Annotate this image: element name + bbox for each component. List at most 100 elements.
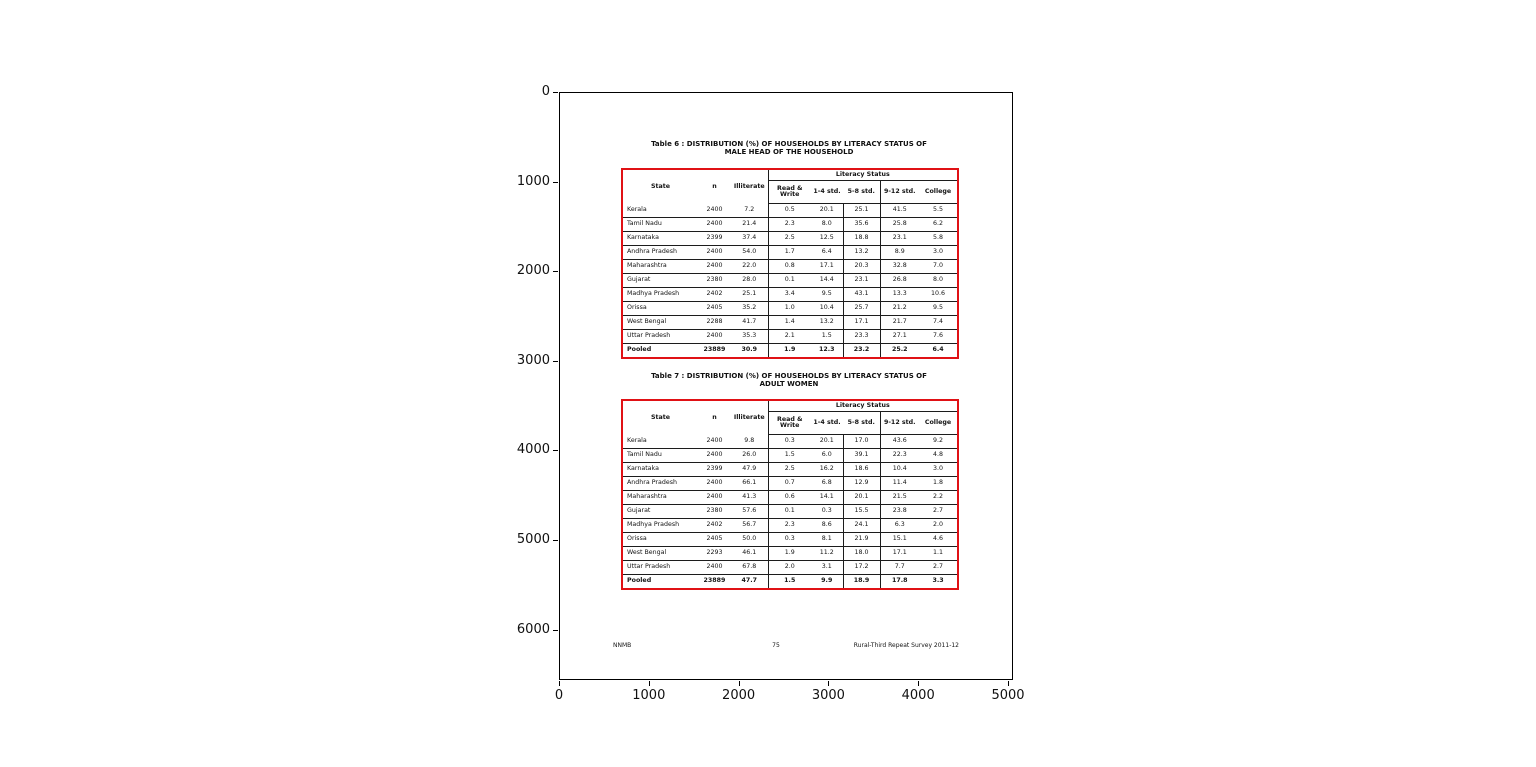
table6-title-line1: Table 6 : DISTRIBUTION (%) OF HOUSEHOLDS… (651, 140, 927, 148)
value-cell: 6.2 (919, 217, 959, 232)
value-cell: 8.6 (811, 518, 843, 533)
value-cell: 13.2 (842, 245, 880, 260)
value-cell: 41.5 (879, 203, 919, 218)
value-cell: 37.4 (731, 231, 768, 246)
table-row-andhra-pradesh: Andhra Pradesh 2400 66.1 0.7 6.8 12.9 11.4 1.8 (622, 476, 959, 491)
value-cell: 3.1 (811, 560, 843, 575)
value-cell: 10.4 (879, 462, 919, 477)
value-cell: 1.7 (767, 245, 811, 260)
table-row-uttar-pradesh: Uttar Pradesh 2400 35.3 2.1 1.5 23.3 27.1 7.6 (622, 329, 959, 344)
value-cell: 41.3 (731, 490, 768, 505)
x-tick-mark (738, 681, 740, 686)
value-cell: 27.1 (879, 329, 919, 344)
table-row-karnataka: Karnataka 2399 37.4 2.5 12.5 18.8 23.1 5.8 (622, 231, 959, 246)
value-cell: 21.4 (731, 217, 768, 232)
value-cell: 17.1 (842, 315, 880, 330)
value-cell: 2400 (698, 448, 731, 463)
value-cell: 2405 (698, 301, 731, 316)
table-row-uttar-pradesh: Uttar Pradesh 2400 67.8 2.0 3.1 17.2 7.7 2.7 (622, 560, 959, 575)
column-header-1-4-std-: 1-4 std. (811, 180, 843, 204)
value-cell: 2402 (698, 287, 731, 302)
table-row-madhya-pradesh: Madhya Pradesh 2402 56.7 2.3 8.6 24.1 6.3 2.0 (622, 518, 959, 533)
value-cell: 4.6 (919, 532, 959, 547)
x-tick-label: 5000 (991, 688, 1025, 703)
value-cell: 2.1 (767, 329, 811, 344)
state-name-cell: Orissa (622, 301, 698, 316)
value-cell: 2.7 (919, 504, 959, 519)
value-cell: 11.2 (811, 546, 843, 561)
state-name-cell: Pooled (622, 343, 698, 358)
value-cell: 23.2 (842, 343, 880, 358)
value-cell: 7.2 (744, 206, 755, 213)
value-cell: 7.0 (919, 259, 959, 274)
value-cell: 32.8 (879, 259, 919, 274)
table-row-maharashtra: Maharashtra 2400 22.0 0.8 17.1 20.3 32.8 7.0 (622, 259, 959, 274)
state-name-cell: Gujarat (622, 273, 698, 288)
table7-title-line1: Table 7 : DISTRIBUTION (%) OF HOUSEHOLDS… (651, 372, 927, 380)
y-tick-label: 3000 (516, 352, 550, 368)
value-cell: 6.4 (919, 343, 959, 358)
value-cell: 3.0 (919, 462, 959, 477)
x-tick-mark (918, 681, 920, 686)
table-row-karnataka: Karnataka 2399 47.9 2.5 16.2 18.6 10.4 3.0 (622, 462, 959, 477)
value-cell: 2.3 (767, 518, 811, 533)
value-cell: 7.4 (919, 315, 959, 330)
table6-literacy-male-head: State n Illiterate Literacy Status Read & Wr… (621, 168, 960, 359)
value-cell: 11.4 (879, 476, 919, 491)
header-row-group: State n Illiterate Literacy Status (622, 169, 959, 189)
value-cell: 54.0 (731, 245, 768, 260)
value-cell: 20.3 (842, 259, 880, 274)
x-tick-mark (828, 681, 830, 686)
value-cell: 2400 (698, 476, 731, 491)
span-header-literacy-status: Literacy Status (767, 169, 959, 181)
value-cell: 57.6 (731, 504, 768, 519)
y-tick-mark (553, 450, 558, 452)
value-cell: 1.5 (767, 448, 811, 463)
state-name-cell: Andhra Pradesh (622, 245, 698, 260)
value-cell: 21.9 (842, 532, 880, 547)
value-cell: 25.1 (842, 203, 880, 218)
table-row-orissa: Orissa 2405 35.2 1.0 10.4 25.7 21.2 9.5 (622, 301, 959, 316)
scanned-document-page: Table 6 : DISTRIBUTION (%) OF HOUSEHOLDS… (560, 93, 1012, 679)
column-header-college: College (919, 180, 959, 204)
y-tick-label: 1000 (516, 173, 550, 189)
value-cell: 23.8 (879, 504, 919, 519)
value-cell: 0.5 (767, 203, 811, 218)
value-cell: 10.4 (811, 301, 843, 316)
value-cell: 2.5 (767, 462, 811, 477)
state-name-cell: West Bengal (622, 546, 698, 561)
value-cell: 18.6 (842, 462, 880, 477)
table-row-tamil-nadu: Tamil Nadu 2400 26.0 1.5 6.0 39.1 22.3 4.8 (622, 448, 959, 463)
value-cell: 17.0 (842, 434, 880, 449)
value-cell: 9.2 (933, 437, 944, 445)
y-tick-label: 2000 (516, 263, 550, 279)
value-cell: 9.5 (919, 301, 959, 316)
table-row-andhra-pradesh: Andhra Pradesh 2400 54.0 1.7 6.4 13.2 8.9 3.0 (622, 245, 959, 260)
value-cell: 18.8 (842, 231, 880, 246)
value-cell: 8.9 (879, 245, 919, 260)
value-cell: 17.8 (879, 574, 919, 589)
y-tick-label: 0 (541, 84, 550, 99)
state-name-cell: Kerala (627, 437, 647, 444)
state-name-cell: Andhra Pradesh (622, 476, 698, 491)
value-cell: 14.4 (811, 273, 843, 288)
value-cell: 4.8 (919, 448, 959, 463)
value-cell: 9.5 (811, 287, 843, 302)
value-cell: 2399 (698, 462, 731, 477)
value-cell: 3.4 (767, 287, 811, 302)
value-cell: 41.7 (731, 315, 768, 330)
value-cell: 35.6 (842, 217, 880, 232)
state-name-cell: Maharashtra (622, 259, 698, 274)
value-cell: 21.5 (879, 490, 919, 505)
value-cell: 6.0 (811, 448, 843, 463)
column-header-state: State (650, 182, 671, 190)
value-cell: 47.7 (731, 574, 768, 589)
value-cell: 12.5 (811, 231, 843, 246)
value-cell: 15.5 (842, 504, 880, 519)
value-cell: 23.1 (842, 273, 880, 288)
value-cell: 12.3 (811, 343, 843, 358)
value-cell: 17.1 (879, 546, 919, 561)
value-cell: 1.9 (767, 546, 811, 561)
value-cell: 15.1 (879, 532, 919, 547)
value-cell: 26.0 (731, 448, 768, 463)
